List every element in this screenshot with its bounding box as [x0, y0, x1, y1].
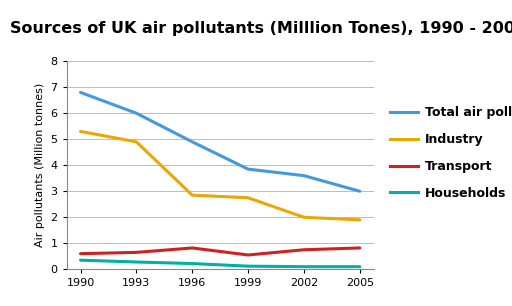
- Legend: Total air pollutants, Industry, Transport, Households: Total air pollutants, Industry, Transpor…: [390, 106, 512, 200]
- Industry: [301, 215, 307, 219]
- Households: [301, 265, 307, 269]
- Households: [133, 260, 139, 264]
- Total air pollutants: [357, 189, 363, 193]
- Industry: [77, 130, 83, 133]
- Total air pollutants: [245, 167, 251, 171]
- Text: Sources of UK air pollutants (Milllion Tones), 1990 - 2005: Sources of UK air pollutants (Milllion T…: [10, 21, 512, 36]
- Transport: [133, 251, 139, 254]
- Households: [357, 265, 363, 269]
- Transport: [357, 246, 363, 250]
- Industry: [133, 140, 139, 144]
- Total air pollutants: [301, 174, 307, 177]
- Transport: [245, 253, 251, 257]
- Line: Industry: Industry: [80, 132, 360, 220]
- Total air pollutants: [189, 140, 195, 144]
- Transport: [301, 248, 307, 252]
- Total air pollutants: [77, 91, 83, 94]
- Line: Transport: Transport: [80, 248, 360, 255]
- Transport: [77, 252, 83, 256]
- Households: [189, 262, 195, 265]
- Transport: [189, 246, 195, 250]
- Y-axis label: Air pollutants (Million tonnes): Air pollutants (Million tonnes): [35, 83, 45, 247]
- Line: Households: Households: [80, 260, 360, 267]
- Industry: [189, 193, 195, 197]
- Households: [77, 258, 83, 262]
- Industry: [245, 196, 251, 200]
- Industry: [357, 218, 363, 222]
- Total air pollutants: [133, 111, 139, 115]
- Line: Total air pollutants: Total air pollutants: [80, 92, 360, 191]
- Households: [245, 264, 251, 268]
